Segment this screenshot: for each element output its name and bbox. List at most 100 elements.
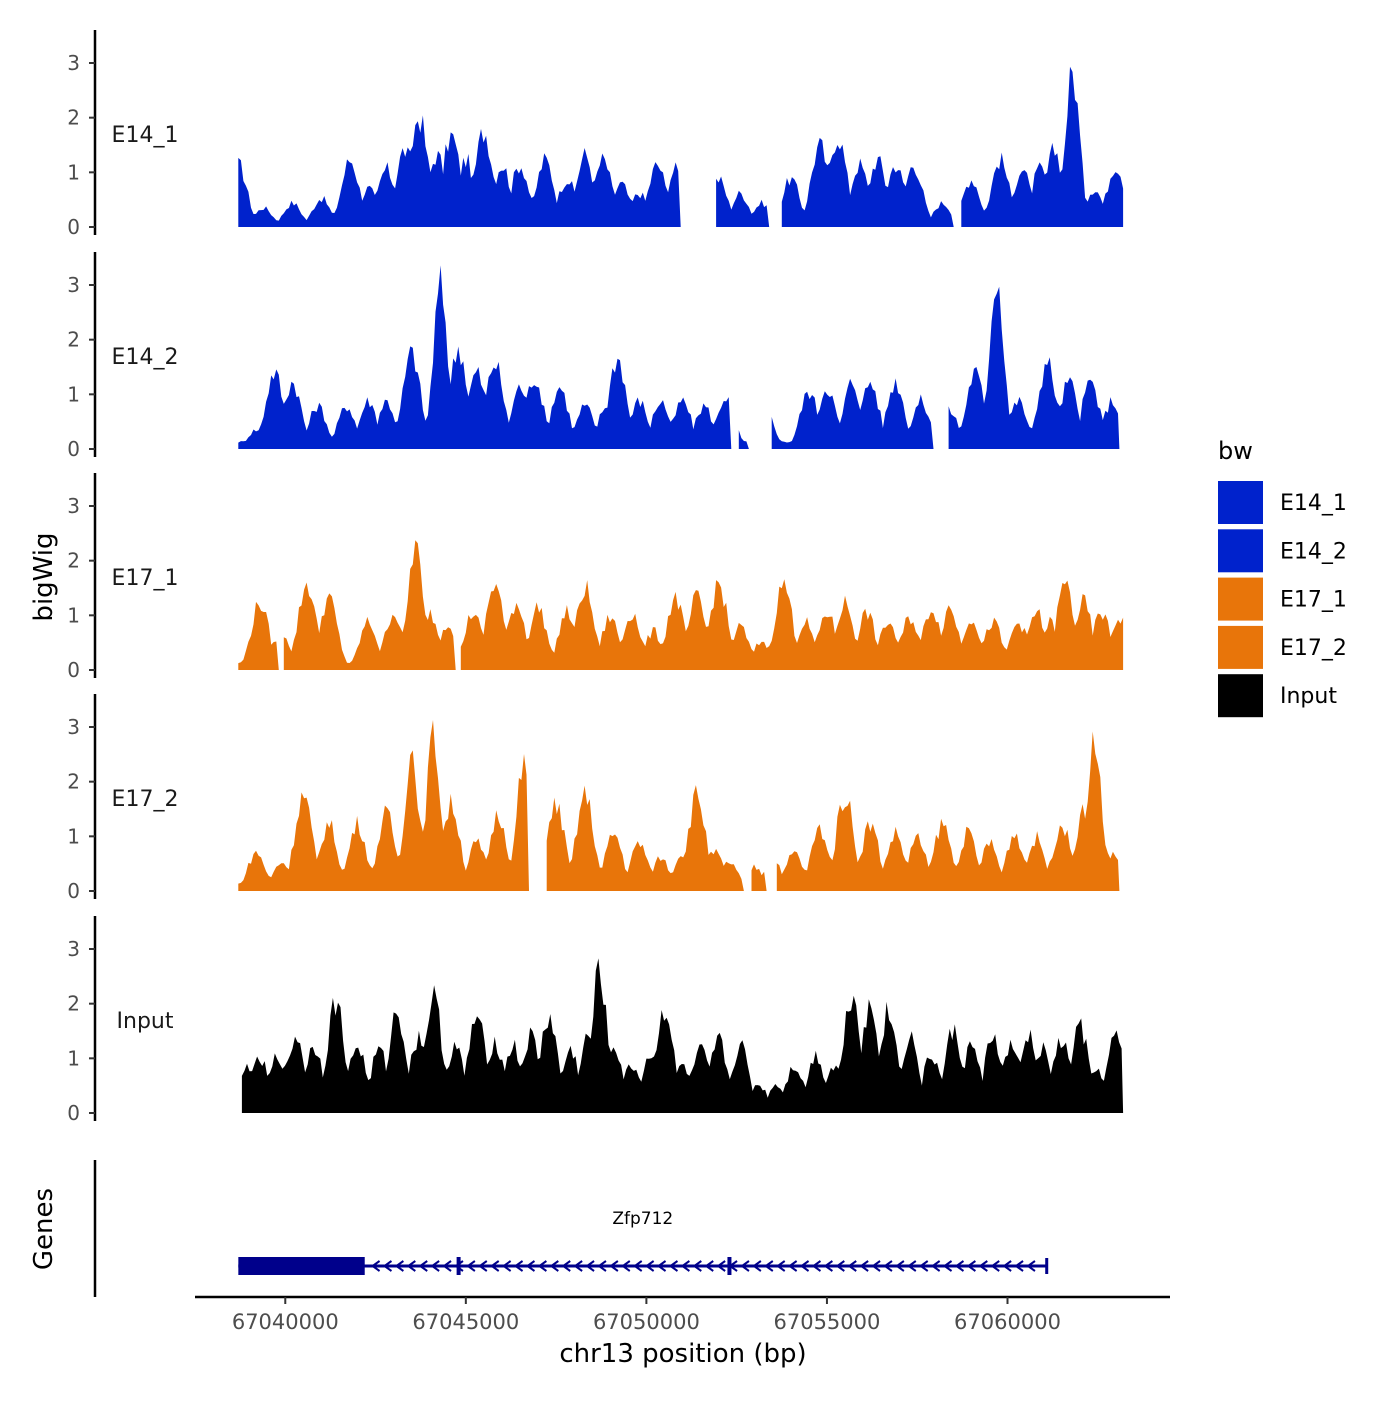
genes-axis-title: Genes (29, 1188, 59, 1270)
y-tick-label: 2 (67, 106, 80, 130)
track-e14-1: 0 1 2 3 E14_1 (67, 30, 1124, 239)
strand-arrow (466, 1260, 476, 1272)
strand-arrow (847, 1260, 857, 1272)
strand-arrow (573, 1260, 583, 1272)
y-tick-label: 1 (67, 824, 80, 848)
strand-arrow (537, 1260, 547, 1272)
strand-arrow (490, 1260, 500, 1272)
strand-arrow (716, 1260, 726, 1272)
strand-arrow (454, 1260, 464, 1272)
strand-arrow (966, 1260, 976, 1272)
gene-exon-mark (727, 1257, 732, 1275)
strand-arrow (633, 1260, 643, 1272)
strand-arrow (513, 1260, 524, 1272)
strand-arrow (942, 1260, 953, 1272)
strand-arrow (835, 1260, 845, 1272)
gene-exon-mark (456, 1257, 461, 1275)
track-input: 0 1 2 3 Input (67, 916, 1124, 1125)
strand-arrow (704, 1260, 714, 1272)
strand-arrow (871, 1260, 881, 1272)
coverage-area (238, 265, 1120, 449)
track-label: E17_1 (112, 566, 179, 591)
legend-label: E17_2 (1280, 636, 1347, 661)
strand-arrow (752, 1260, 762, 1272)
track-e17-1: 0 1 2 3 E17_1 (67, 473, 1124, 682)
strand-arrow (621, 1260, 631, 1272)
strand-arrow (919, 1260, 929, 1272)
strand-arrow (406, 1260, 416, 1272)
strand-arrow (656, 1260, 667, 1272)
strand-arrow (370, 1260, 381, 1272)
strand-arrow (1014, 1260, 1024, 1272)
x-tick-label: 67050000 (593, 1310, 700, 1334)
strand-arrow (585, 1260, 595, 1272)
strand-arrow (930, 1260, 941, 1272)
x-axis-title: chr13 position (bp) (559, 1339, 806, 1369)
strand-arrow (382, 1260, 393, 1272)
y-tick-label: 3 (67, 494, 80, 518)
track-e14-2: 0 1 2 3 E14_2 (67, 252, 1120, 461)
y-tick-label: 1 (67, 382, 80, 406)
y-tick-label: 2 (67, 770, 80, 794)
y-tick-label: 1 (67, 160, 80, 184)
strand-arrow (561, 1260, 571, 1272)
y-tick-label: 3 (67, 273, 80, 297)
x-tick-label: 67060000 (954, 1310, 1061, 1334)
strand-arrow (430, 1260, 440, 1272)
x-tick-label: 67045000 (412, 1310, 519, 1334)
y-tick-label: 0 (67, 879, 80, 903)
strand-arrow (394, 1260, 404, 1272)
y-tick-label: 0 (67, 437, 80, 461)
track-label: E17_2 (112, 787, 179, 812)
gene-exon-block (238, 1257, 365, 1275)
coverage-area (238, 66, 1124, 227)
strand-arrow (418, 1260, 428, 1272)
x-tick-label: 67055000 (773, 1310, 880, 1334)
y-tick-label: 1 (67, 603, 80, 627)
x-tick-label: 67040000 (232, 1310, 339, 1334)
track-label: E14_2 (112, 345, 179, 370)
strand-arrow (668, 1260, 679, 1272)
legend-swatch (1218, 674, 1263, 718)
coverage-area (241, 958, 1124, 1113)
strand-arrow (811, 1260, 822, 1272)
strand-arrow (787, 1260, 798, 1272)
legend: E14_1 E14_2 E17_1 E17_2 Input (1218, 481, 1347, 718)
legend-label: E14_1 (1280, 491, 1347, 516)
strand-arrow (907, 1260, 917, 1272)
strand-arrow (895, 1260, 905, 1272)
strand-arrow (823, 1260, 833, 1272)
strand-arrow (1002, 1260, 1012, 1272)
gene-end-mark (1045, 1258, 1049, 1274)
legend-label: Input (1280, 684, 1337, 709)
legend-swatch (1218, 529, 1263, 573)
strand-arrow (859, 1260, 869, 1272)
legend-label: E17_1 (1280, 588, 1347, 613)
strand-arrow (442, 1260, 452, 1272)
y-tick-label: 2 (67, 328, 80, 352)
genes-panel: Zfp712 (93, 1160, 1049, 1297)
y-tick-label: 3 (67, 715, 80, 739)
strand-arrow (680, 1260, 690, 1272)
legend-label: E14_2 (1280, 539, 1347, 564)
y-tick-label: 1 (67, 1046, 80, 1070)
y-tick-label: 2 (67, 992, 80, 1016)
y-axis-title: bigWig (29, 532, 59, 621)
gene-name-label: Zfp712 (612, 1209, 673, 1229)
legend-swatch (1218, 481, 1263, 524)
legend-swatch (1218, 625, 1263, 669)
legend-swatch (1218, 577, 1263, 621)
track-label: Input (117, 1009, 174, 1034)
x-axis: 67040000 67045000 67050000 67055000 67060000 (195, 1295, 1170, 1334)
track-label: E14_1 (112, 123, 179, 148)
y-tick-label: 3 (67, 51, 80, 75)
strand-arrow (525, 1260, 536, 1272)
strand-arrow (597, 1260, 607, 1272)
strand-arrow (954, 1260, 965, 1272)
strand-arrow (609, 1260, 619, 1272)
strand-arrow (549, 1260, 559, 1272)
strand-arrow (644, 1260, 655, 1272)
strand-arrow (501, 1260, 512, 1272)
